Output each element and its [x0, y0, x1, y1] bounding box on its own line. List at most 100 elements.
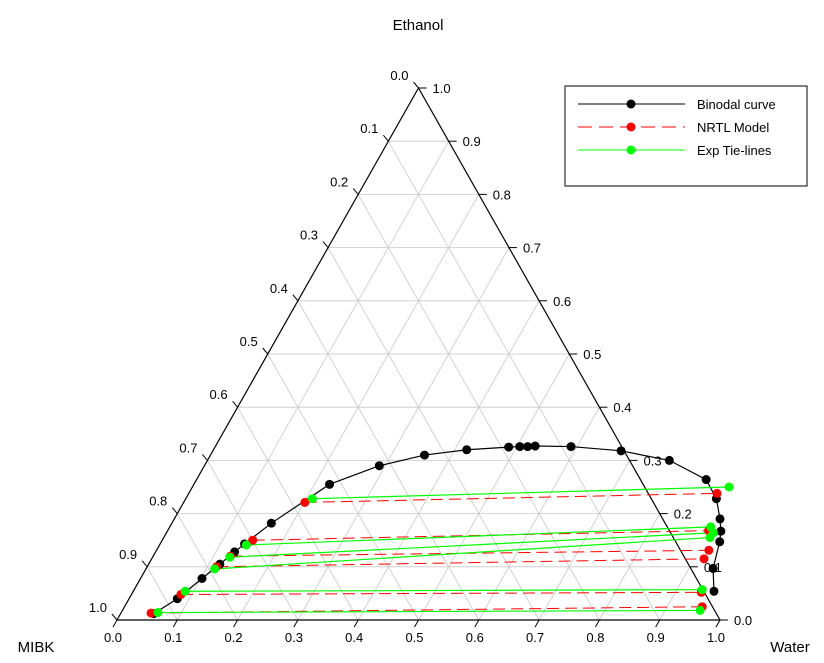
- tick-label-bottom: 0.0: [104, 630, 122, 645]
- tick-label-bottom: 0.4: [345, 630, 363, 645]
- legend-label: NRTL Model: [697, 120, 769, 135]
- tick-mark: [232, 400, 238, 408]
- exp-tie-point: [225, 552, 235, 562]
- nrtl-tie-line: [304, 492, 717, 503]
- tick-mark: [233, 619, 239, 628]
- binodal-point: [504, 442, 514, 452]
- tick-label-right: 0.8: [493, 187, 511, 202]
- exp-tie-point: [697, 585, 707, 595]
- exp-tie-point: [180, 586, 190, 596]
- tick-label-right: 0.0: [734, 613, 752, 628]
- tick-mark: [262, 347, 269, 355]
- tick-mark: [141, 560, 148, 568]
- tick-mark: [413, 81, 419, 89]
- binodal-point: [715, 537, 725, 547]
- grid-line: [176, 141, 449, 621]
- grid-line: [146, 566, 178, 621]
- tick-label-bottom: 0.6: [466, 630, 484, 645]
- series-layer: [146, 441, 734, 619]
- tick-label-bottom: 0.2: [225, 630, 243, 645]
- grid-line: [538, 460, 630, 621]
- tick-label-bottom: 0.3: [285, 630, 303, 645]
- grid-layer: [146, 140, 691, 621]
- nrtl-point: [704, 545, 714, 555]
- tick-label-right: 0.4: [613, 400, 631, 415]
- tick-mark: [293, 619, 299, 628]
- tick-label-left: 1.0: [89, 600, 107, 615]
- legend-label: Binodal curve: [697, 97, 776, 112]
- grid-line: [297, 247, 510, 621]
- grid-line: [267, 353, 419, 621]
- tick-label-right: 1.0: [433, 81, 451, 96]
- nrtl-tie-line: [216, 558, 705, 568]
- binodal-point: [523, 442, 533, 452]
- binodal-point: [708, 563, 718, 573]
- tick-mark: [353, 619, 359, 628]
- tick-label-right: 0.3: [644, 453, 662, 468]
- binodal-point: [716, 526, 726, 536]
- tick-mark: [322, 241, 329, 248]
- binodal-point: [709, 586, 719, 596]
- tick-mark: [655, 619, 661, 628]
- tick-mark: [414, 619, 419, 628]
- binodal-point: [374, 461, 384, 471]
- tick-label-right: 0.6: [553, 294, 571, 309]
- exp-tie-point: [153, 608, 163, 618]
- exp-tie-point: [695, 605, 705, 615]
- grid-line: [327, 247, 540, 621]
- nrtl-tie-line: [180, 591, 702, 595]
- nrtl-point: [712, 488, 722, 498]
- tick-mark: [111, 613, 118, 621]
- tick-mark: [292, 294, 299, 302]
- tick-label-bottom: 1.0: [707, 630, 725, 645]
- tick-mark: [202, 454, 208, 461]
- tick-mark: [534, 619, 540, 628]
- tick-label-bottom: 0.9: [647, 630, 665, 645]
- grid-line: [418, 353, 570, 621]
- tick-label-left: 0.0: [390, 68, 408, 83]
- binodal-point: [266, 518, 276, 528]
- exp-tie-point: [210, 564, 220, 574]
- grid-line: [388, 141, 661, 621]
- legend-marker: [626, 99, 636, 109]
- tick-label-right: 0.7: [523, 241, 541, 256]
- tick-layer: 0.00.00.00.10.10.10.20.20.20.30.30.30.40…: [89, 68, 752, 645]
- exp-tie-line: [312, 486, 730, 500]
- tick-label-left: 0.3: [300, 228, 318, 243]
- tick-label-left: 0.8: [149, 494, 167, 509]
- grid-line: [176, 513, 238, 621]
- grid-line: [478, 407, 600, 621]
- nrtl-point: [248, 535, 258, 545]
- tick-label-left: 0.2: [330, 174, 348, 189]
- exp-tie-line: [229, 532, 714, 558]
- legend-box: [564, 85, 808, 187]
- tick-mark: [382, 134, 389, 142]
- binodal-point: [566, 442, 576, 452]
- exp-tie-line: [214, 536, 711, 570]
- tick-label-left: 0.1: [360, 121, 378, 136]
- exp-tie-line: [185, 589, 703, 592]
- tick-mark: [715, 619, 721, 628]
- binodal-point: [701, 475, 711, 485]
- grid-line: [599, 513, 661, 621]
- tick-mark: [171, 507, 178, 514]
- axis-label-right: Water: [770, 639, 809, 656]
- nrtl-point: [699, 554, 709, 564]
- legend-label: Exp Tie-lines: [697, 143, 772, 158]
- binodal-point: [530, 441, 540, 451]
- exp-tie-point: [307, 494, 317, 504]
- tick-mark: [172, 619, 178, 628]
- exp-tie-point: [724, 482, 734, 492]
- legend: Binodal curve NRTL Model Exp Tie-lines: [564, 85, 808, 187]
- binodal-point: [197, 574, 207, 584]
- tick-label-right: 0.2: [674, 507, 692, 522]
- tick-mark: [352, 188, 359, 195]
- tick-label-left: 0.9: [119, 547, 137, 562]
- tick-label-bottom: 0.8: [586, 630, 604, 645]
- exp-tie-line: [158, 609, 701, 614]
- tick-label-left: 0.4: [270, 281, 288, 296]
- binodal-point: [515, 442, 525, 452]
- tick-mark: [112, 619, 118, 628]
